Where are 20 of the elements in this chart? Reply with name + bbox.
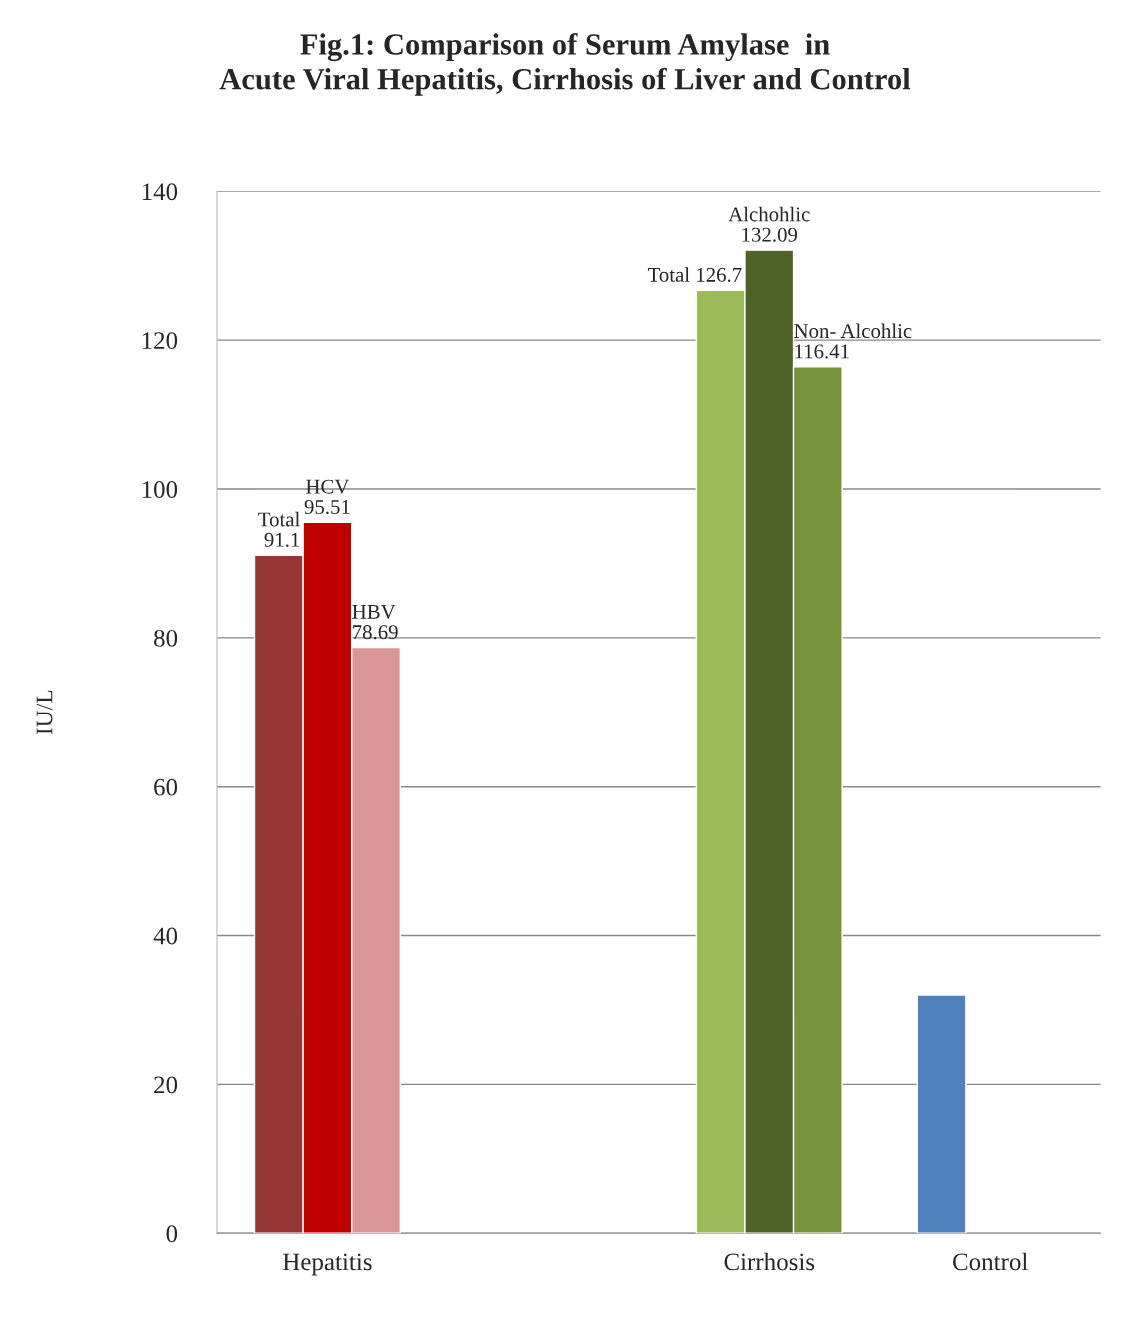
data-label: Total 126.7 xyxy=(647,267,742,282)
y-tick-label: 40 xyxy=(153,927,178,945)
y-tick-label: 60 xyxy=(154,778,178,796)
y-tick-label: 120 xyxy=(142,332,178,350)
data-label: Non- Alcohlic 116.41 xyxy=(794,323,912,359)
bar xyxy=(916,994,967,1234)
y-tick-label: 100 xyxy=(142,481,178,498)
y-tick-label: 0 xyxy=(166,1225,178,1243)
x-tick-label: Hepatitis xyxy=(283,1253,372,1276)
data-label: Alchohlic 132.09 xyxy=(728,206,810,242)
data-label: HBV 78.69 xyxy=(352,605,398,640)
x-tick-label: Control xyxy=(952,1252,1028,1271)
y-tick-label: 80 xyxy=(154,629,178,647)
y-axis-title: IU/L xyxy=(36,690,53,735)
y-tick-label: 20 xyxy=(154,1076,178,1094)
x-tick-label: Cirrhosis xyxy=(724,1252,815,1271)
data-label: Total 91.1 xyxy=(258,511,300,547)
data-label: HCV 95.51 xyxy=(304,479,350,515)
y-tick-label: 140 xyxy=(142,183,178,201)
chart-title: Fig.1: Comparison of Serum Amylase in Acute Viral Hepatitis, Cirrhosis of Liver and Control xyxy=(219,32,911,96)
